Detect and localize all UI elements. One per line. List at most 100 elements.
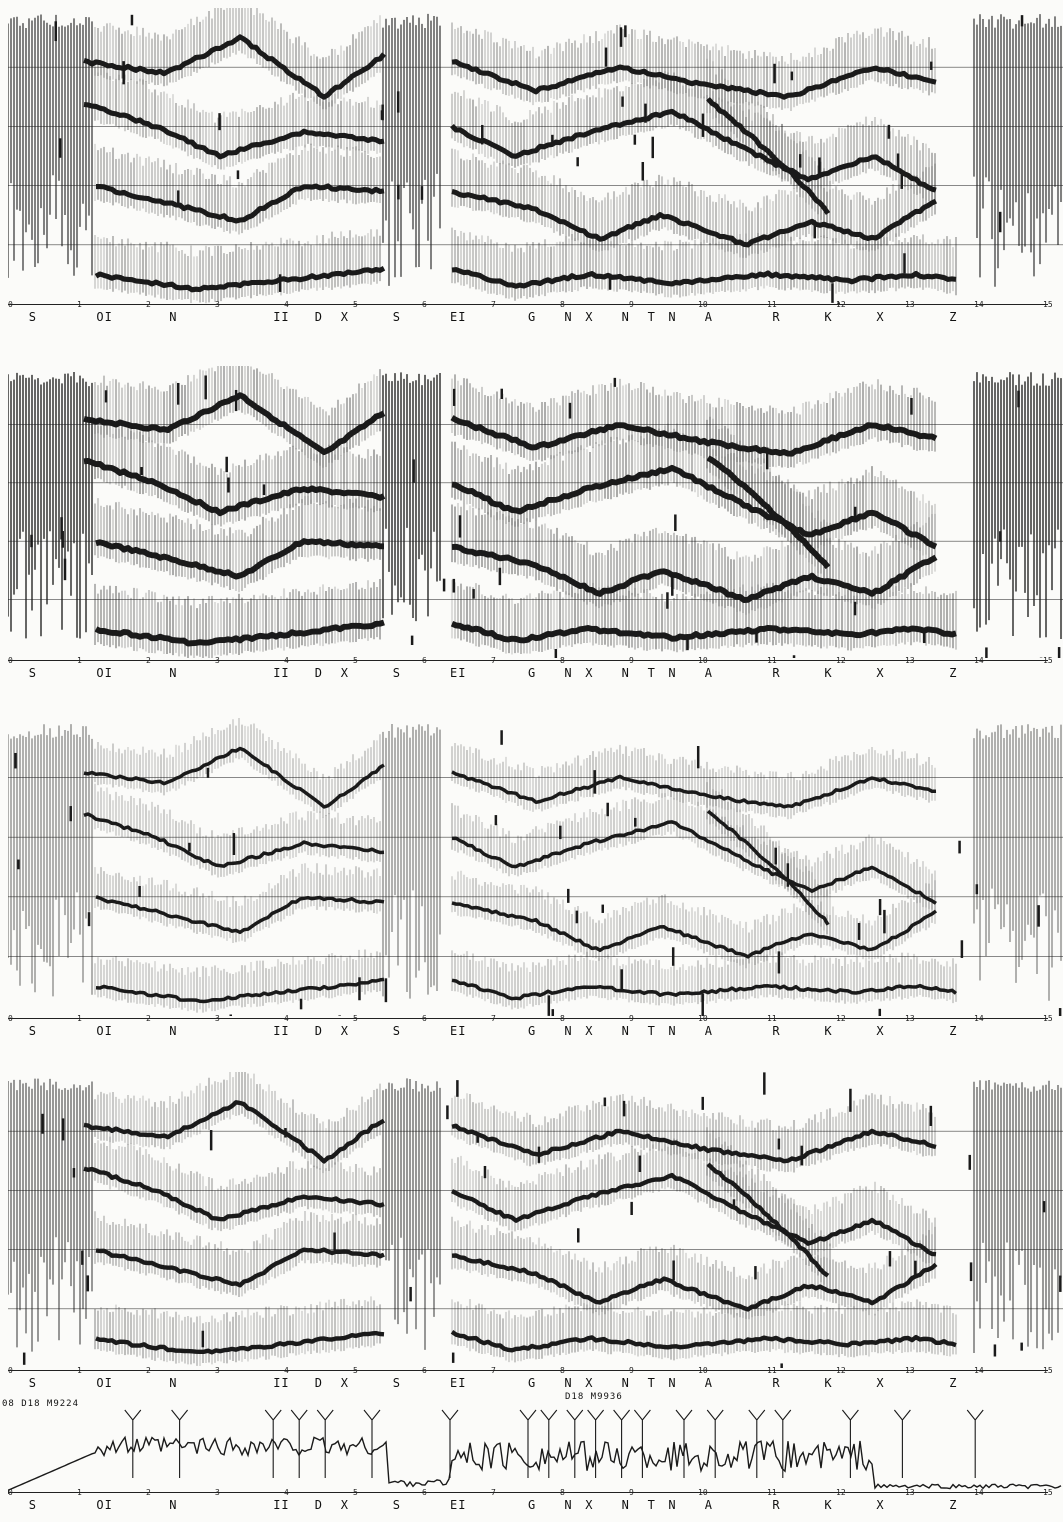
- tick-number: 11: [767, 656, 777, 665]
- segment-label: K: [824, 1024, 832, 1038]
- spectrogram-panel-3: [8, 718, 1063, 1016]
- segment-label: N: [622, 310, 630, 324]
- tick-number: 7: [491, 1014, 496, 1023]
- spectrogram-1: [8, 8, 1063, 304]
- segment-label: D: [315, 1376, 323, 1390]
- tick-number: 12: [836, 300, 846, 309]
- segment-label: N: [564, 1024, 572, 1038]
- formant-band: [708, 1164, 828, 1276]
- tick-number: 6: [422, 300, 427, 309]
- axis-rule: [8, 304, 1048, 305]
- segment-label: T: [648, 666, 656, 680]
- tick-number: 8: [560, 656, 565, 665]
- segment-label: N: [564, 310, 572, 324]
- tick-number: 0: [8, 1014, 13, 1023]
- segment-label: N: [668, 666, 676, 680]
- formant-band: [708, 99, 828, 214]
- segment-label: EI: [450, 666, 466, 680]
- segment-label: S: [393, 310, 401, 324]
- tick-number: 3: [215, 1366, 220, 1375]
- spectrogram-panel-4: [8, 1072, 1063, 1368]
- tick-number: 1: [77, 1014, 82, 1023]
- tick-number: 9: [629, 656, 634, 665]
- segment-label: S: [29, 666, 37, 680]
- segment-label: X: [341, 1376, 349, 1390]
- tick-number: 0: [8, 300, 13, 309]
- spectrogram-3: [8, 718, 1063, 1016]
- formant-band: [708, 811, 828, 924]
- formant-band: [84, 105, 384, 157]
- segment-label: X: [341, 666, 349, 680]
- segment-label: K: [824, 310, 832, 324]
- segment-label: X: [876, 310, 884, 324]
- tick-number: 12: [836, 656, 846, 665]
- segment-label: II: [273, 666, 289, 680]
- tick-number: 15: [1043, 300, 1053, 309]
- segment-label: EI: [450, 1376, 466, 1390]
- tick-number: 5: [353, 1366, 358, 1375]
- segment-label: X: [585, 1376, 593, 1390]
- segment-label: S: [393, 1376, 401, 1390]
- tick-number: 15: [1043, 1014, 1053, 1023]
- segment-label: X: [341, 310, 349, 324]
- segment-label: S: [29, 1376, 37, 1390]
- tick-number: 11: [767, 1366, 777, 1375]
- segment-label: OI: [96, 1024, 112, 1038]
- tick-number: 5: [353, 300, 358, 309]
- axis-rule: [8, 660, 1048, 661]
- tick-number: 0: [8, 656, 13, 665]
- segment-label: EI: [450, 1024, 466, 1038]
- segment-label: X: [585, 310, 593, 324]
- segment-label: R: [772, 310, 780, 324]
- segment-label: S: [393, 1024, 401, 1038]
- tick-number: 7: [491, 300, 496, 309]
- tick-number: 11: [767, 300, 777, 309]
- tick-number: 7: [491, 1366, 496, 1375]
- tick-number: 9: [629, 300, 634, 309]
- segment-label: A: [705, 310, 713, 324]
- segment-label: D: [315, 1024, 323, 1038]
- segment-label: D: [315, 666, 323, 680]
- segment-label: R: [772, 666, 780, 680]
- spectrogram-4: [8, 1072, 1063, 1368]
- segment-label: G: [528, 666, 536, 680]
- segment-label: D: [315, 310, 323, 324]
- segment-label: N: [668, 1024, 676, 1038]
- segment-label: N: [169, 1376, 177, 1390]
- tick-number: 14: [974, 656, 984, 665]
- segment-label: OI: [96, 310, 112, 324]
- segment-label: N: [668, 310, 676, 324]
- tick-number: 9: [629, 1366, 634, 1375]
- formant-band: [84, 1169, 384, 1219]
- tick-number: 8: [560, 300, 565, 309]
- segment-label: S: [393, 666, 401, 680]
- tick-number: 5: [353, 656, 358, 665]
- segment-label: II: [273, 1376, 289, 1390]
- tick-number: 3: [215, 1014, 220, 1023]
- segment-label: Z: [949, 310, 957, 324]
- segment-label: S: [29, 310, 37, 324]
- spectrogram-panel-2: [8, 366, 1063, 658]
- tick-number: 1: [77, 1366, 82, 1375]
- segment-label: N: [564, 1376, 572, 1390]
- segment-label: EI: [450, 310, 466, 324]
- segment-label: N: [564, 666, 572, 680]
- formant-band: [84, 395, 384, 452]
- spectrogram-panel-1: [8, 8, 1063, 304]
- segment-label: Z: [949, 666, 957, 680]
- segment-label: X: [876, 666, 884, 680]
- tick-number: 2: [146, 656, 151, 665]
- segment-label: N: [169, 1024, 177, 1038]
- tick-number: 6: [422, 656, 427, 665]
- segment-label: G: [528, 310, 536, 324]
- formant-band: [84, 1102, 384, 1161]
- tick-number: 13: [905, 1014, 915, 1023]
- axis-rule: [8, 1018, 1048, 1019]
- tick-number: 2: [146, 1014, 151, 1023]
- tick-number: 9: [629, 1014, 634, 1023]
- tick-number: 2: [146, 300, 151, 309]
- tick-number: 10: [698, 656, 708, 665]
- tick-number: 2: [146, 1366, 151, 1375]
- segment-label: S: [29, 1024, 37, 1038]
